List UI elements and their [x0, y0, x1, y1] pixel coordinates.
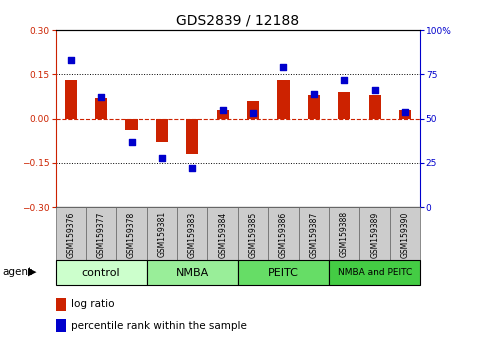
- Point: [128, 139, 135, 144]
- Text: NMBA and PEITC: NMBA and PEITC: [338, 268, 412, 277]
- Text: percentile rank within the sample: percentile rank within the sample: [71, 321, 247, 331]
- Text: GSM159390: GSM159390: [400, 211, 410, 258]
- Bar: [277, 80, 289, 119]
- Point: [401, 109, 409, 114]
- Bar: [238, 260, 329, 285]
- Bar: [177, 207, 208, 260]
- Point: [341, 77, 348, 82]
- Text: GSM159381: GSM159381: [157, 211, 167, 257]
- Point: [67, 57, 74, 63]
- Text: GSM159384: GSM159384: [218, 211, 227, 258]
- Bar: [186, 119, 199, 154]
- Point: [158, 155, 166, 160]
- Text: PEITC: PEITC: [268, 268, 299, 278]
- Bar: [56, 260, 147, 285]
- Bar: [298, 207, 329, 260]
- Bar: [147, 260, 238, 285]
- Bar: [95, 98, 107, 119]
- Point: [249, 110, 257, 116]
- Text: GSM159387: GSM159387: [309, 211, 318, 258]
- Bar: [126, 119, 138, 130]
- Text: ▶: ▶: [28, 267, 37, 277]
- Point: [219, 107, 227, 113]
- Text: GSM159385: GSM159385: [249, 211, 257, 258]
- Bar: [369, 95, 381, 119]
- Bar: [65, 80, 77, 119]
- Point: [97, 95, 105, 100]
- Bar: [329, 207, 359, 260]
- Bar: [116, 207, 147, 260]
- Bar: [208, 207, 238, 260]
- Bar: [216, 110, 229, 119]
- Point: [188, 165, 196, 171]
- Bar: [399, 110, 411, 119]
- Title: GDS2839 / 12188: GDS2839 / 12188: [176, 13, 299, 28]
- Bar: [238, 207, 268, 260]
- Text: GSM159377: GSM159377: [97, 211, 106, 258]
- Point: [280, 64, 287, 70]
- Text: GSM159378: GSM159378: [127, 211, 136, 258]
- Bar: [308, 95, 320, 119]
- Bar: [147, 207, 177, 260]
- Bar: [86, 207, 116, 260]
- Text: GSM159383: GSM159383: [188, 211, 197, 258]
- Point: [310, 91, 318, 97]
- Text: GSM159388: GSM159388: [340, 211, 349, 257]
- Point: [371, 87, 379, 93]
- Text: GSM159386: GSM159386: [279, 211, 288, 258]
- Bar: [56, 207, 86, 260]
- Bar: [359, 207, 390, 260]
- Bar: [156, 119, 168, 142]
- Bar: [247, 101, 259, 119]
- Text: GSM159376: GSM159376: [66, 211, 75, 258]
- Text: log ratio: log ratio: [71, 299, 114, 309]
- Text: GSM159389: GSM159389: [370, 211, 379, 258]
- Bar: [268, 207, 298, 260]
- Bar: [329, 260, 420, 285]
- Text: agent: agent: [2, 267, 32, 277]
- Bar: [390, 207, 420, 260]
- Text: control: control: [82, 268, 120, 278]
- Bar: [338, 92, 350, 119]
- Text: NMBA: NMBA: [176, 268, 209, 278]
